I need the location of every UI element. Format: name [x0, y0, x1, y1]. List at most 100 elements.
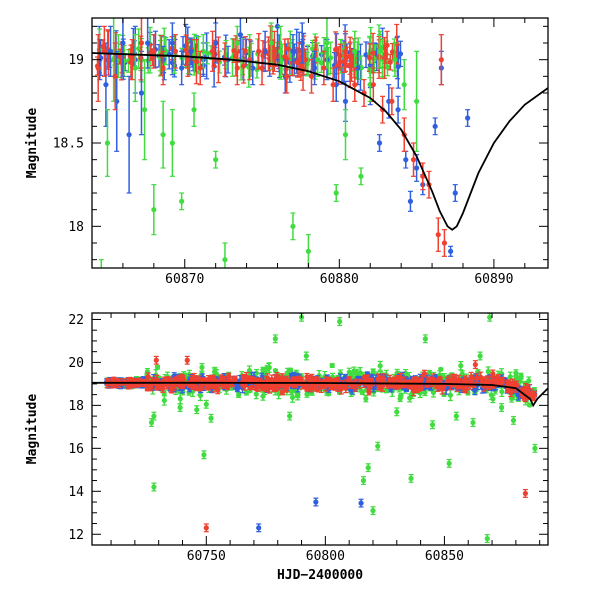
- data-point: [208, 415, 214, 421]
- data-point: [177, 404, 183, 411]
- data-point: [213, 40, 219, 46]
- bottom-light-curve-panel: 60750 60800 60850121416182022MagnitudeHJD−…: [25, 312, 549, 583]
- data-point: [203, 401, 209, 407]
- data-point: [179, 65, 185, 71]
- data-point: [169, 140, 175, 146]
- data-point: [347, 53, 353, 59]
- data-point: [487, 314, 493, 320]
- data-point: [289, 394, 296, 401]
- data-point: [403, 157, 409, 163]
- data-point: [414, 98, 420, 104]
- top-light-curve-panel: 60870 60880 60890 18 18.5 19 Magnitude: [25, 17, 549, 287]
- data-point: [408, 475, 414, 482]
- data-point: [256, 48, 262, 54]
- data-point: [447, 392, 454, 398]
- data-point: [112, 73, 118, 79]
- data-point: [256, 525, 262, 531]
- data-point: [253, 391, 259, 397]
- data-point: [194, 407, 200, 413]
- data-point: [477, 353, 483, 359]
- data-point: [363, 396, 369, 402]
- data-point: [342, 98, 349, 104]
- data-point: [429, 422, 436, 428]
- data-point: [242, 48, 249, 54]
- data-point: [352, 82, 358, 88]
- data-point: [160, 132, 166, 138]
- data-point: [268, 40, 274, 46]
- data-point: [145, 40, 151, 46]
- data-point: [346, 369, 352, 375]
- data-point: [302, 57, 309, 63]
- data-point: [237, 32, 243, 38]
- data-point: [172, 48, 179, 54]
- data-point: [154, 364, 161, 370]
- data-point: [441, 240, 448, 246]
- data-point: [438, 57, 444, 63]
- data-point: [452, 190, 458, 196]
- data-point: [243, 390, 249, 396]
- data-point: [138, 90, 145, 96]
- data-point: [448, 248, 454, 254]
- data-point: [392, 57, 398, 63]
- data-point: [226, 373, 232, 379]
- data-point: [458, 363, 464, 369]
- data-point: [141, 107, 148, 113]
- data-point: [272, 336, 278, 342]
- data-point: [99, 282, 104, 287]
- y-tick-label: 19: [68, 53, 84, 68]
- data-point: [104, 140, 111, 146]
- data-point: [315, 57, 321, 63]
- data-point: [303, 353, 309, 359]
- data-point: [234, 40, 240, 46]
- data-point: [290, 223, 296, 229]
- data-point: [376, 140, 383, 146]
- data-point: [287, 413, 293, 419]
- data-point: [335, 62, 342, 69]
- data-point: [510, 393, 517, 399]
- data-point: [422, 389, 428, 396]
- data-point: [201, 452, 207, 458]
- data-point: [526, 378, 532, 384]
- data-point: [532, 445, 538, 451]
- data-point: [333, 190, 339, 196]
- data-point: [107, 48, 114, 54]
- data-point: [161, 397, 167, 404]
- data-point: [438, 366, 444, 372]
- data-point: [160, 65, 166, 71]
- data-point: [453, 413, 459, 419]
- data-point: [510, 417, 517, 424]
- data-point: [151, 207, 157, 213]
- data-point: [311, 65, 318, 71]
- data-point: [308, 73, 315, 79]
- data-point: [397, 51, 404, 57]
- data-point: [441, 374, 448, 381]
- data-point: [151, 413, 157, 419]
- plot-area: [92, 18, 548, 287]
- data-point: [465, 115, 471, 121]
- data-point: [337, 318, 343, 325]
- data-point: [231, 48, 237, 54]
- data-point: [260, 393, 266, 399]
- data-point: [360, 477, 367, 484]
- data-point: [262, 48, 268, 54]
- data-point: [527, 402, 533, 408]
- model-curve: [92, 52, 548, 231]
- data-point: [324, 40, 330, 46]
- data-point: [352, 48, 358, 54]
- data-point: [274, 23, 281, 29]
- data-point: [355, 65, 361, 71]
- data-point: [394, 409, 400, 415]
- data-point: [342, 132, 349, 138]
- data-point: [212, 369, 218, 375]
- data-point: [185, 57, 191, 63]
- data-point: [163, 48, 169, 54]
- data-point: [488, 392, 494, 398]
- data-point: [318, 60, 325, 66]
- y-axis-title: Magnitude: [25, 108, 40, 179]
- data-point: [407, 198, 414, 204]
- data-point: [132, 65, 138, 71]
- data-point: [271, 48, 277, 54]
- data-point: [410, 157, 417, 163]
- data-point: [236, 392, 242, 398]
- data-point: [199, 364, 205, 370]
